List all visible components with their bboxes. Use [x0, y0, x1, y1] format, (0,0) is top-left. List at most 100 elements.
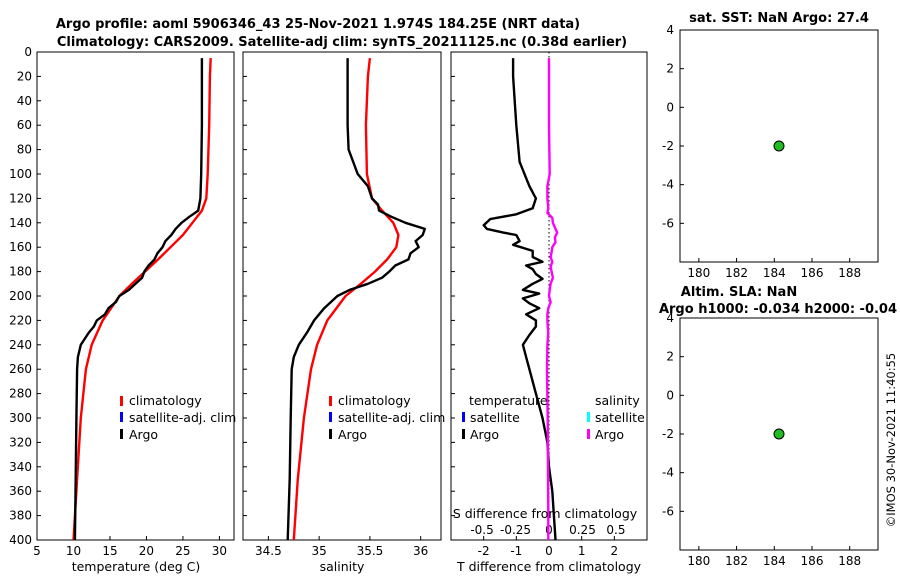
- y-tick-label: 100: [9, 167, 32, 181]
- x-tick-label: 30: [212, 544, 227, 558]
- difference-xlabel: T difference from climatology: [456, 559, 642, 574]
- series-line-salinity-argo: [545, 58, 559, 540]
- y-tick-label: 380: [9, 509, 32, 523]
- s-tick-label: -0.25: [500, 523, 531, 537]
- legend-climatology-label: climatology: [129, 393, 202, 408]
- y-tick-label: 260: [9, 362, 32, 376]
- salinity-plot: 34.5 35 35.5 36: [243, 51, 428, 558]
- salinity-panel-frame: [242, 51, 442, 541]
- x-tick-label: 184: [763, 554, 786, 568]
- legend-climatology-label: climatology: [338, 393, 411, 408]
- difference-legend: temperature satellite Argo salinity sate…: [462, 393, 645, 442]
- figure-title-line2: Climatology: CARS2009. Satellite-adj cli…: [57, 35, 627, 50]
- x-tick-label: 188: [838, 266, 861, 280]
- y-tick-label: 240: [9, 338, 32, 352]
- temperature-legend: climatology satellite-adj. clim Argo: [120, 393, 236, 442]
- y-tick-label: -6: [662, 216, 674, 230]
- series-line-climatology: [72, 58, 212, 541]
- y-tick-label: 160: [9, 240, 32, 254]
- series-line-climatology: [292, 57, 400, 541]
- temperature-xlabel: temperature (deg C): [72, 559, 201, 574]
- difference-plot: -2 -1 0 1 2-0.5 -0.25 0 0.25 0.5: [451, 51, 626, 558]
- legend-argo-swatch: [120, 429, 123, 439]
- x-tick-label: 35: [312, 544, 327, 558]
- y-tick-label: 400: [9, 533, 32, 547]
- y-tick-label: 80: [17, 143, 32, 157]
- sla-title-line1: Altim. SLA: NaN: [681, 285, 797, 300]
- legend-argo-label: Argo: [129, 427, 158, 442]
- legend-argo-label: Argo: [338, 427, 367, 442]
- legend-t-satellite-swatch: [462, 412, 465, 422]
- x-tick-label: 34.5: [255, 544, 282, 558]
- y-tick-label: 40: [17, 94, 32, 108]
- legend-temperature-title: temperature: [469, 393, 548, 408]
- sla-plot: 180 182 184 186 188 4 2 0 -2 -4 -6: [662, 311, 861, 568]
- y-tick-label: -4: [662, 466, 674, 480]
- x-tick-label: 2: [611, 544, 619, 558]
- legend-t-argo-label: Argo: [470, 427, 499, 442]
- legend-salinity-title: salinity: [595, 393, 640, 408]
- x-tick-label: 186: [801, 554, 824, 568]
- legend-s-argo-swatch: [587, 429, 590, 439]
- y-tick-label: 0: [666, 100, 674, 114]
- y-tick-label: 360: [9, 484, 32, 498]
- sla-title-line2: Argo h1000: -0.034 h2000: -0.04: [659, 302, 897, 317]
- y-tick-label: 60: [17, 118, 32, 132]
- x-tick-label: 10: [66, 544, 81, 558]
- series-line-argo: [73, 58, 204, 541]
- sst-title: sat. SST: NaN Argo: 27.4: [689, 11, 869, 26]
- salinity-xlabel: salinity: [320, 559, 365, 574]
- series-line-argo: [286, 58, 426, 541]
- x-tick-label: 20: [139, 544, 154, 558]
- legend-satellite-swatch: [329, 412, 332, 422]
- x-tick-label: 184: [763, 266, 786, 280]
- legend-t-argo-swatch: [462, 429, 465, 439]
- s-tick-label: 0.5: [606, 523, 625, 537]
- y-tick-label: 220: [9, 313, 32, 327]
- y-tick-label: -2: [662, 427, 674, 441]
- legend-t-satellite-label: satellite: [470, 410, 520, 425]
- y-tick-label: 140: [9, 216, 32, 230]
- y-tick-label: 4: [666, 311, 674, 325]
- legend-climatology-swatch: [329, 396, 332, 406]
- legend-climatology-swatch: [120, 396, 123, 406]
- x-tick-label: 35.5: [357, 544, 384, 558]
- y-tick-label: 300: [9, 411, 32, 425]
- legend-satellite-label: satellite-adj. clim: [129, 410, 236, 425]
- legend-s-satellite-label: satellite: [595, 410, 645, 425]
- x-tick-label: 0: [545, 544, 553, 558]
- y-tick-label: 200: [9, 289, 32, 303]
- argo-point-marker: [773, 428, 785, 440]
- y-tick-label: 2: [666, 62, 674, 76]
- y-tick-label: 280: [9, 387, 32, 401]
- series-line-temperature-argo: [482, 58, 557, 541]
- y-tick-label: 120: [9, 191, 32, 205]
- y-tick-label: -2: [662, 139, 674, 153]
- legend-s-satellite-swatch: [587, 412, 590, 422]
- y-tick-label: 180: [9, 265, 32, 279]
- x-tick-label: -1: [510, 544, 522, 558]
- y-tick-label: 0: [24, 45, 32, 59]
- x-tick-label: 182: [725, 554, 748, 568]
- x-tick-label: 5: [33, 544, 41, 558]
- legend-satellite-label: satellite-adj. clim: [338, 410, 445, 425]
- salinity-legend: climatology satellite-adj. clim Argo: [329, 393, 445, 442]
- y-tick-label: -4: [662, 178, 674, 192]
- y-tick-label: 340: [9, 460, 32, 474]
- s-tick-label: -0.5: [470, 523, 493, 537]
- x-tick-label: 15: [102, 544, 117, 558]
- temperature-plot: 5 10 15 20 25 3002040608010012014016018020022…: [9, 45, 227, 558]
- legend-argo-swatch: [329, 429, 332, 439]
- x-tick-label: 186: [801, 266, 824, 280]
- x-tick-label: 182: [725, 266, 748, 280]
- y-tick-label: -6: [662, 504, 674, 518]
- timestamp: ©IMOS 30-Nov-2021 11:40:55: [884, 353, 898, 527]
- y-tick-label: 320: [9, 435, 32, 449]
- s-difference-label: S difference from climatology: [453, 506, 638, 521]
- x-tick-label: 1: [578, 544, 586, 558]
- y-tick-label: 4: [666, 23, 674, 37]
- legend-satellite-swatch: [120, 412, 123, 422]
- sst-plot: 180 182 184 186 188 4 2 0 -2 -4 -6: [662, 23, 861, 280]
- x-tick-label: 180: [687, 266, 710, 280]
